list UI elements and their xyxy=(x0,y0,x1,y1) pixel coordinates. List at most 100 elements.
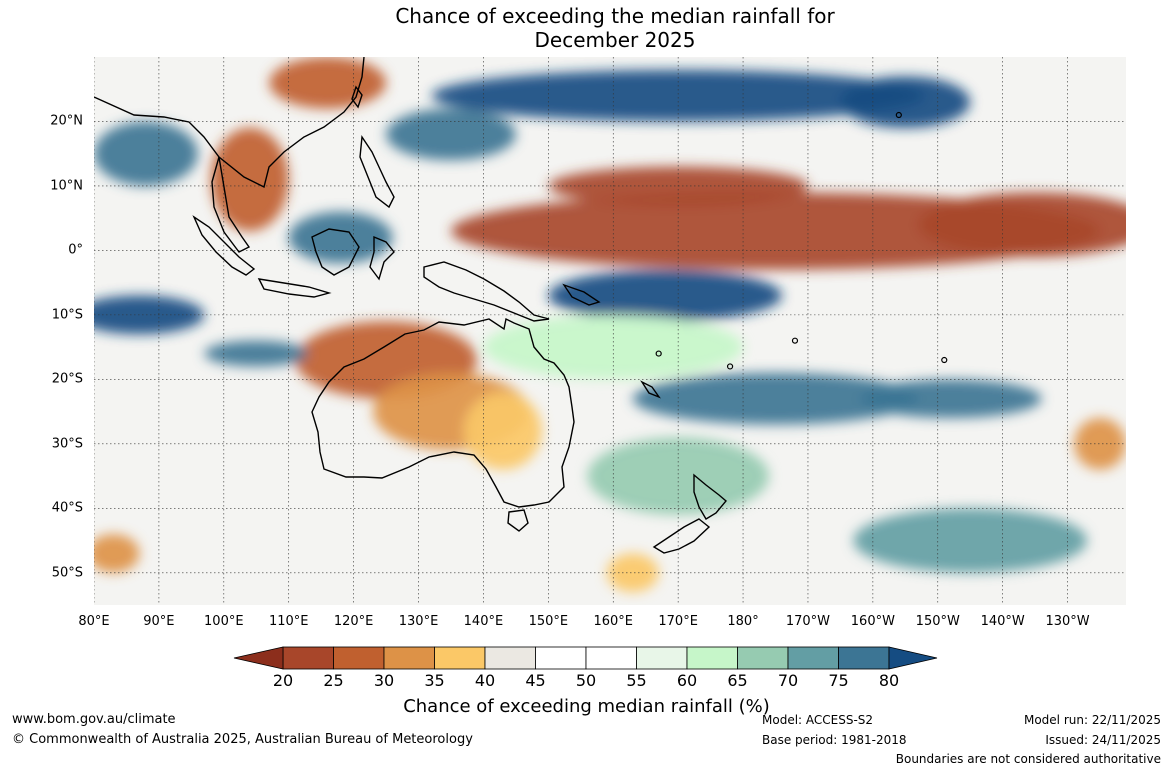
rainfall-region-bay-of-bengal-wet xyxy=(94,121,198,186)
australia-coastline xyxy=(311,317,575,508)
colorbar-tick: 35 xyxy=(424,671,445,690)
borneo-coastline xyxy=(311,228,360,276)
colorbar-bin-45 xyxy=(535,646,587,670)
colorbar-tick: 80 xyxy=(878,671,900,690)
lat-label: 0° xyxy=(68,242,83,258)
nz-south-island-coastline xyxy=(652,518,711,554)
lat-label: 10°N xyxy=(50,178,83,194)
colorbar-tick: 40 xyxy=(474,671,496,690)
nz-north-island-coastline xyxy=(693,473,727,520)
lon-label: 110°E xyxy=(268,614,309,629)
rainfall-region-east-subtropics-dry xyxy=(1074,418,1126,470)
new-guinea-coastline xyxy=(423,261,550,322)
new-caledonia-coastline xyxy=(640,380,661,399)
colorbar-tick: 50 xyxy=(575,671,597,690)
rainfall-region-south-pacific-wet xyxy=(632,372,919,425)
model-run-text: Model run: 22/11/2025 xyxy=(1023,713,1161,727)
rainfall-region-indian-ocean-wet xyxy=(94,295,205,335)
colorbar-below-arrow xyxy=(233,646,284,670)
island-samoa xyxy=(791,337,799,344)
rainfall-region-philippine-sea-wet xyxy=(386,108,516,161)
website-text: www.bom.gov.au/climate xyxy=(12,712,176,727)
title-line-2: December 2025 xyxy=(534,28,696,52)
lon-label: 160°E xyxy=(593,614,633,629)
disclaimer-text: Boundaries are not considered authoritat… xyxy=(895,752,1161,766)
lat-label: 40°S xyxy=(51,500,83,516)
colorbar-bin-25 xyxy=(333,646,385,670)
colorbar-tick: 20 xyxy=(272,671,294,690)
copyright-text: © Commonwealth of Australia 2025, Austra… xyxy=(12,732,473,747)
rainfall-region-east-dry-band xyxy=(918,192,1126,257)
lon-label: 140°W xyxy=(980,614,1025,629)
colorbar-tick: 25 xyxy=(323,671,344,690)
island-fiji xyxy=(726,363,734,370)
sumatra-coastline xyxy=(192,215,256,276)
colorbar-bin-60 xyxy=(686,646,738,670)
rainfall-region-spcz-wet xyxy=(859,379,1042,419)
island-vanuatu xyxy=(655,350,662,357)
model-text: Model: ACCESS-S2 xyxy=(762,713,874,727)
rainfall-region-melanesia-wet xyxy=(548,269,782,322)
title-line-1: Chance of exceeding the median rainfall … xyxy=(395,4,835,28)
lon-label: 150°W xyxy=(915,614,960,629)
taiwan-coastline xyxy=(351,85,363,109)
lon-label: 170°W xyxy=(785,614,831,629)
colorbar-label: Chance of exceeding median rainfall (%) xyxy=(403,696,770,717)
rainfall-region-northeast-wet xyxy=(840,76,971,128)
rainfall-region-north-pacific-wet-band xyxy=(431,69,925,122)
colorbar-bin-30 xyxy=(383,646,435,670)
java-coastline xyxy=(257,278,332,298)
lon-label: 100°E xyxy=(204,614,244,629)
colorbar-tick: 65 xyxy=(727,671,748,690)
colorbar-bin-35 xyxy=(434,646,486,670)
lon-label: 120°E xyxy=(333,614,374,629)
colorbar-bin-75 xyxy=(838,646,890,670)
rainfall-region-equatorial-green xyxy=(483,314,744,380)
lon-label: 180° xyxy=(727,614,759,629)
colorbar-bin-50 xyxy=(585,646,637,670)
lon-label: 170°E xyxy=(658,614,698,629)
colorbar-bin-20 xyxy=(282,646,334,670)
lat-label: 30°S xyxy=(51,436,83,452)
malay-peninsula-coastline xyxy=(211,156,251,253)
colorbar xyxy=(233,646,938,670)
coastlines xyxy=(94,57,727,554)
island-tahiti xyxy=(941,356,948,364)
solomon-islands-coastline xyxy=(562,283,601,306)
island-hawaii xyxy=(895,111,902,119)
philippines-coastline xyxy=(359,134,395,209)
base-period-text: Base period: 1981-2018 xyxy=(762,733,907,747)
rainfall-region-east-australia-dry xyxy=(463,392,542,470)
rainfall-region-south-china-dry xyxy=(269,57,387,109)
map-canvas xyxy=(94,57,1126,605)
lat-label: 50°S xyxy=(51,565,83,581)
colorbar-bin-40 xyxy=(484,646,536,670)
colorbar-tick: 75 xyxy=(828,671,849,690)
lon-label: 150°E xyxy=(528,614,569,629)
issued-text: Issued: 24/11/2025 xyxy=(1045,733,1161,747)
colorbar-tick: 30 xyxy=(373,671,395,690)
colorbar-tick: 45 xyxy=(525,671,546,690)
tasmania-coastline xyxy=(507,509,529,532)
rainfall-region-southern-ocean-wet xyxy=(853,508,1088,573)
colorbar-bin-55 xyxy=(636,646,688,670)
sulawesi-coastline xyxy=(369,235,395,281)
colorbar-tick: 70 xyxy=(777,671,799,690)
colorbar-above-arrow xyxy=(888,646,938,670)
colorbar-tick: 60 xyxy=(676,671,698,690)
rainfall-region-central-south-green xyxy=(587,437,770,515)
lon-label: 140°E xyxy=(463,614,504,629)
rainfall-map[interactable] xyxy=(94,57,1126,605)
lat-label: 20°S xyxy=(51,371,83,387)
colorbar-bin-65 xyxy=(737,646,789,670)
mainland-asia-coastline xyxy=(94,57,365,189)
lon-label: 130°W xyxy=(1045,614,1090,629)
colorbar-tick: 55 xyxy=(626,671,647,690)
map-title: Chance of exceeding the median rainfall … xyxy=(0,4,1173,52)
rainfall-region-southwest-dry xyxy=(94,534,140,573)
lat-label: 20°N xyxy=(50,113,83,129)
lat-label: 10°S xyxy=(51,307,83,323)
lon-label: 130°E xyxy=(398,614,439,629)
rainfall-region-indian-ocean-wet-2 xyxy=(204,340,309,367)
lon-label: 80°E xyxy=(78,614,110,629)
